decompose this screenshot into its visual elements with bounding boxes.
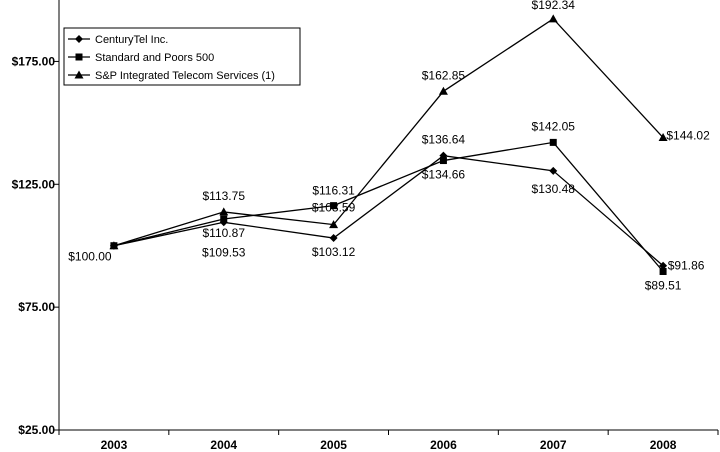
data-point-sp-telecom	[109, 241, 119, 250]
data-label-sp500: $110.87	[203, 226, 246, 240]
series-lines	[113, 17, 664, 272]
legend-marker-centurytel	[75, 35, 83, 43]
x-tick-label: 2006	[430, 438, 457, 452]
data-point-sp-telecom	[219, 207, 229, 216]
data-label-centurytel: $100.00	[68, 250, 112, 264]
data-label-sp-telecom: $144.02	[666, 129, 710, 143]
y-axis-ticks: $25.00 $75.00 $125.00 $175.00	[12, 54, 59, 437]
x-tick-label: 2004	[210, 438, 237, 452]
series-line-sp-telecom	[113, 17, 664, 247]
data-label-centurytel: $103.12	[312, 245, 356, 259]
data-point-sp500	[439, 157, 447, 165]
data-label-centurytel: $91.86	[668, 259, 705, 273]
x-tick-label: 2007	[540, 438, 567, 452]
data-label-sp500: $142.05	[532, 119, 576, 133]
series-markers	[109, 14, 668, 275]
legend-marker-sp-telecom	[74, 70, 84, 79]
legend: CenturyTel Inc. Standard and Poors 500 S&P…	[63, 27, 301, 86]
legend-label-centurytel: CenturyTel Inc.	[95, 34, 168, 46]
data-point-sp-telecom	[438, 86, 448, 95]
data-label-sp500: $89.51	[645, 278, 682, 292]
y-tick-label: $25.00	[18, 423, 55, 437]
x-axis-ticks: 2003 2004 2005 2006 2007 2008	[58, 430, 719, 452]
data-label-centurytel: $136.64	[422, 133, 466, 147]
data-point-sp-telecom	[329, 220, 339, 229]
series-line-sp500	[113, 141, 664, 272]
data-point-centurytel	[659, 261, 668, 270]
data-label-sp500: $134.66	[422, 168, 466, 182]
data-labels: $100.00 $109.53 $103.12 $136.64 $130.48 $91.8…	[68, 0, 710, 292]
y-tick-label: $175.00	[12, 54, 56, 68]
data-label-sp-telecom: $162.85	[422, 68, 466, 82]
series-line-centurytel	[113, 155, 664, 267]
x-tick-label: 2008	[650, 438, 677, 452]
x-tick-label: 2003	[101, 438, 128, 452]
data-label-sp-telecom: $108.59	[312, 201, 356, 215]
data-point-centurytel	[329, 234, 338, 243]
data-label-sp-telecom: $113.75	[203, 189, 246, 203]
data-label-centurytel: $109.53	[202, 245, 246, 259]
data-point-sp-telecom	[658, 133, 668, 142]
x-tick-label: 2005	[320, 438, 347, 452]
data-point-centurytel	[549, 166, 558, 175]
y-tick-label: $125.00	[12, 177, 56, 191]
legend-marker-sp500	[75, 53, 83, 61]
legend-label-sp500: Standard and Poors 500	[95, 52, 214, 64]
data-point-sp500	[330, 202, 338, 210]
data-point-sp500	[659, 267, 667, 275]
data-label-centurytel: $130.48	[532, 182, 576, 196]
data-label-sp-telecom: $192.34	[532, 0, 576, 12]
data-label-sp500: $116.31	[312, 184, 355, 198]
legend-box	[63, 27, 301, 86]
data-point-sp500	[220, 215, 228, 223]
legend-label-sp-telecom: S&P Integrated Telecom Services (1)	[95, 70, 275, 82]
data-point-sp500	[549, 138, 557, 146]
data-point-sp-telecom	[548, 14, 558, 23]
y-tick-label: $75.00	[18, 300, 55, 314]
